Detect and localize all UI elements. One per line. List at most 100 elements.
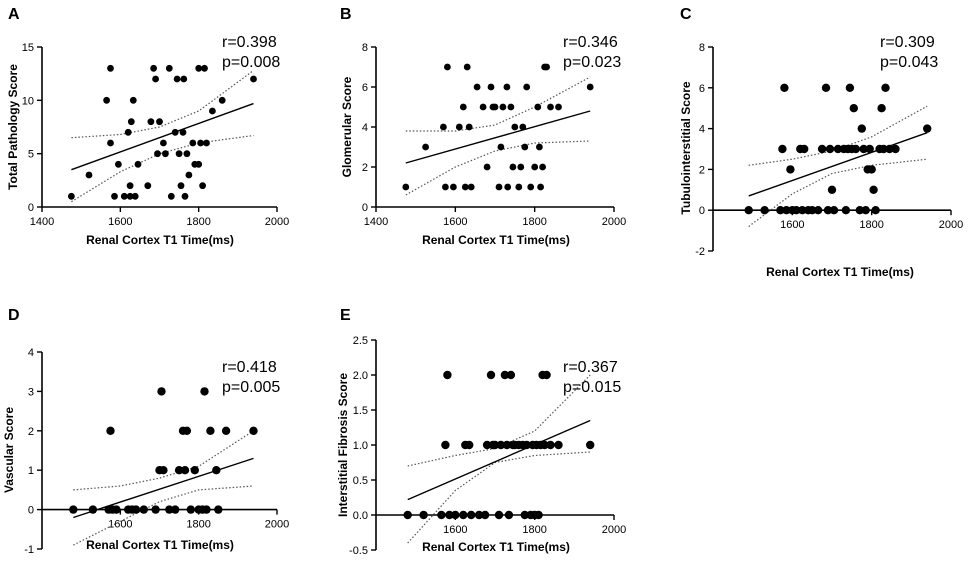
data-point: [491, 103, 499, 111]
data-point: [111, 192, 118, 200]
data-point: [443, 370, 452, 380]
correlation-r: r=0.346: [563, 34, 618, 51]
data-point: [534, 103, 542, 111]
data-point: [107, 64, 114, 72]
data-point: [250, 75, 257, 83]
y-tick-label: 8: [362, 42, 368, 54]
data-point: [547, 103, 554, 111]
y-axis-title: Interstitial Fibrosis Score: [336, 373, 350, 517]
data-point: [461, 183, 469, 191]
data-point: [115, 160, 122, 168]
data-point: [474, 510, 484, 520]
data-point: [531, 163, 539, 171]
x-axis-title: Renal Cortex T1 Time(ms): [422, 540, 570, 554]
data-point: [459, 103, 467, 111]
ci-lower-curve: [748, 158, 928, 227]
data-point: [180, 466, 190, 475]
data-point: [467, 510, 476, 520]
data-point: [871, 206, 880, 215]
data-point: [515, 183, 523, 191]
data-point: [506, 370, 516, 380]
data-point: [555, 103, 562, 111]
data-point: [780, 83, 789, 93]
panel-c: C 1600 1800 2000 -2 0 2 4 6 8 Renal Cortex T1 Time…: [679, 6, 963, 279]
data-point: [173, 75, 181, 83]
data-point: [467, 183, 475, 191]
y-tick-label: 1.0: [353, 440, 368, 452]
x-axis-title: Renal Cortex T1 Time(ms): [86, 538, 234, 552]
data-point: [181, 192, 189, 200]
data-point: [69, 505, 78, 514]
data-point: [160, 139, 167, 147]
y-tick-label: 2: [28, 426, 34, 438]
panel-letter: D: [8, 307, 20, 324]
regression-line: [73, 457, 254, 519]
data-point: [867, 165, 876, 174]
data-point: [127, 118, 135, 126]
data-point: [542, 370, 551, 380]
data-point: [503, 83, 511, 91]
regression-line: [407, 419, 591, 501]
data-point: [523, 83, 531, 91]
data-point: [437, 510, 446, 520]
data-point: [403, 510, 412, 520]
data-point: [179, 128, 187, 136]
y-tick-label: 0: [362, 202, 368, 214]
data-point: [509, 163, 517, 171]
data-point: [543, 63, 550, 71]
data-point: [180, 75, 188, 83]
data-point: [527, 183, 535, 191]
data-point: [482, 440, 492, 450]
data-point: [520, 510, 529, 520]
data-point: [537, 183, 544, 191]
data-point: [218, 96, 226, 104]
y-tick-label: 8: [699, 42, 705, 54]
data-point: [221, 426, 231, 435]
data-point: [167, 192, 175, 200]
data-point: [473, 83, 481, 91]
x-axis-title: Renal Cortex T1 Time(ms): [86, 233, 234, 247]
data-point: [500, 370, 510, 380]
data-point: [855, 206, 864, 215]
data-point: [534, 510, 543, 520]
data-point: [165, 64, 173, 72]
data-point: [214, 505, 223, 514]
data-point: [800, 144, 809, 154]
data-point: [479, 103, 487, 111]
x-tick-label: 1600: [443, 524, 467, 536]
y-tick-label: 2: [699, 164, 705, 176]
x-tick-label: 1800: [186, 216, 210, 228]
data-point: [792, 206, 801, 215]
data-point: [540, 440, 549, 450]
data-point: [139, 505, 148, 514]
data-point: [829, 206, 839, 215]
ci-upper-curve: [407, 374, 591, 467]
p-value: p=0.043: [880, 54, 938, 71]
regression-line: [405, 110, 591, 164]
data-point: [195, 64, 203, 72]
ci-upper-curve: [73, 430, 254, 491]
data-point: [154, 150, 161, 158]
data-point: [851, 144, 860, 154]
data-point: [150, 64, 158, 72]
data-point: [419, 510, 428, 520]
data-point: [465, 440, 474, 450]
y-tick-label: 2.0: [353, 370, 368, 382]
data-point: [197, 139, 205, 147]
data-point: [486, 370, 496, 380]
data-point: [88, 505, 98, 514]
data-point: [112, 505, 121, 514]
data-point: [206, 426, 215, 435]
data-point: [877, 104, 886, 113]
y-tick-label: -1: [24, 544, 34, 556]
y-tick-label: 0: [699, 205, 705, 217]
y-tick-label: 10: [22, 95, 34, 107]
data-point: [808, 206, 817, 215]
x-tick-label: 1600: [108, 519, 132, 531]
x-tick-label: 2000: [602, 216, 626, 228]
data-point: [849, 104, 858, 113]
panel-e: E 1600 1800 2000 -0.5 0.0 0.5 1.0 1.5 2.0 2.5 Renal…: [336, 307, 626, 557]
data-point: [586, 440, 595, 450]
x-tick-label: 1600: [108, 216, 132, 228]
y-tick-label: 2.5: [353, 335, 368, 347]
